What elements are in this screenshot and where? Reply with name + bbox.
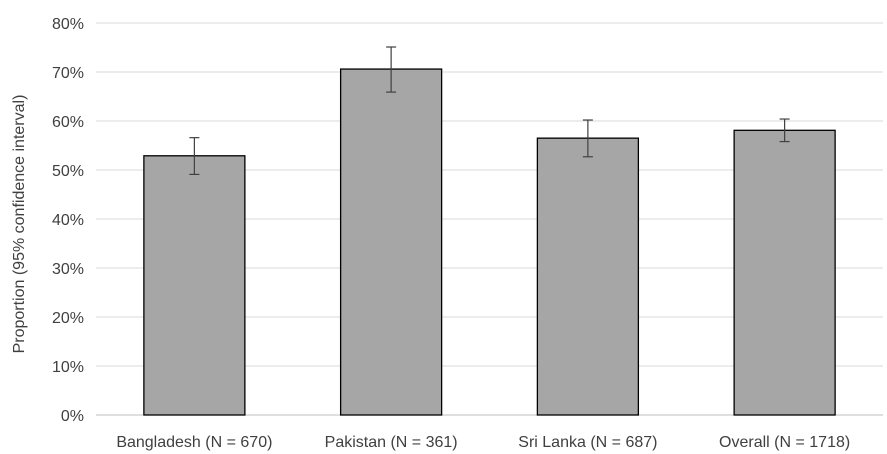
y-tick-label: 50% [52, 163, 84, 180]
y-tick-label: 70% [52, 65, 84, 82]
error-bars [189, 46, 790, 176]
x-category-labels: Bangladesh (N = 670) Pakistan (N = 361) Sr… [116, 434, 850, 451]
error-bar [779, 118, 790, 143]
y-tick-label: 30% [52, 261, 84, 278]
y-tick-label: 40% [52, 212, 84, 229]
y-tick-label: 60% [52, 114, 84, 131]
bars [143, 68, 836, 416]
bar [143, 155, 246, 416]
x-category-label: Overall (N = 1718) [719, 434, 850, 451]
y-tick-label: 80% [52, 16, 84, 33]
y-axis-title: Proportion (95% confidence interval) [11, 95, 28, 354]
bar [733, 129, 836, 416]
y-tick-label: 0% [61, 408, 84, 425]
x-category-label: Sri Lanka (N = 687) [518, 434, 657, 451]
y-tick-label: 20% [52, 310, 84, 327]
error-bar [189, 137, 200, 176]
bar [339, 68, 443, 416]
y-tick-labels: 0% 10% 20% 30% 40% 50% 60% 70% 80% [52, 16, 84, 425]
bar [536, 137, 640, 416]
x-category-label: Pakistan (N = 361) [325, 434, 458, 451]
error-bar [582, 119, 593, 158]
x-category-label: Bangladesh (N = 670) [116, 434, 272, 451]
error-bar [386, 46, 397, 93]
y-tick-label: 10% [52, 359, 84, 376]
